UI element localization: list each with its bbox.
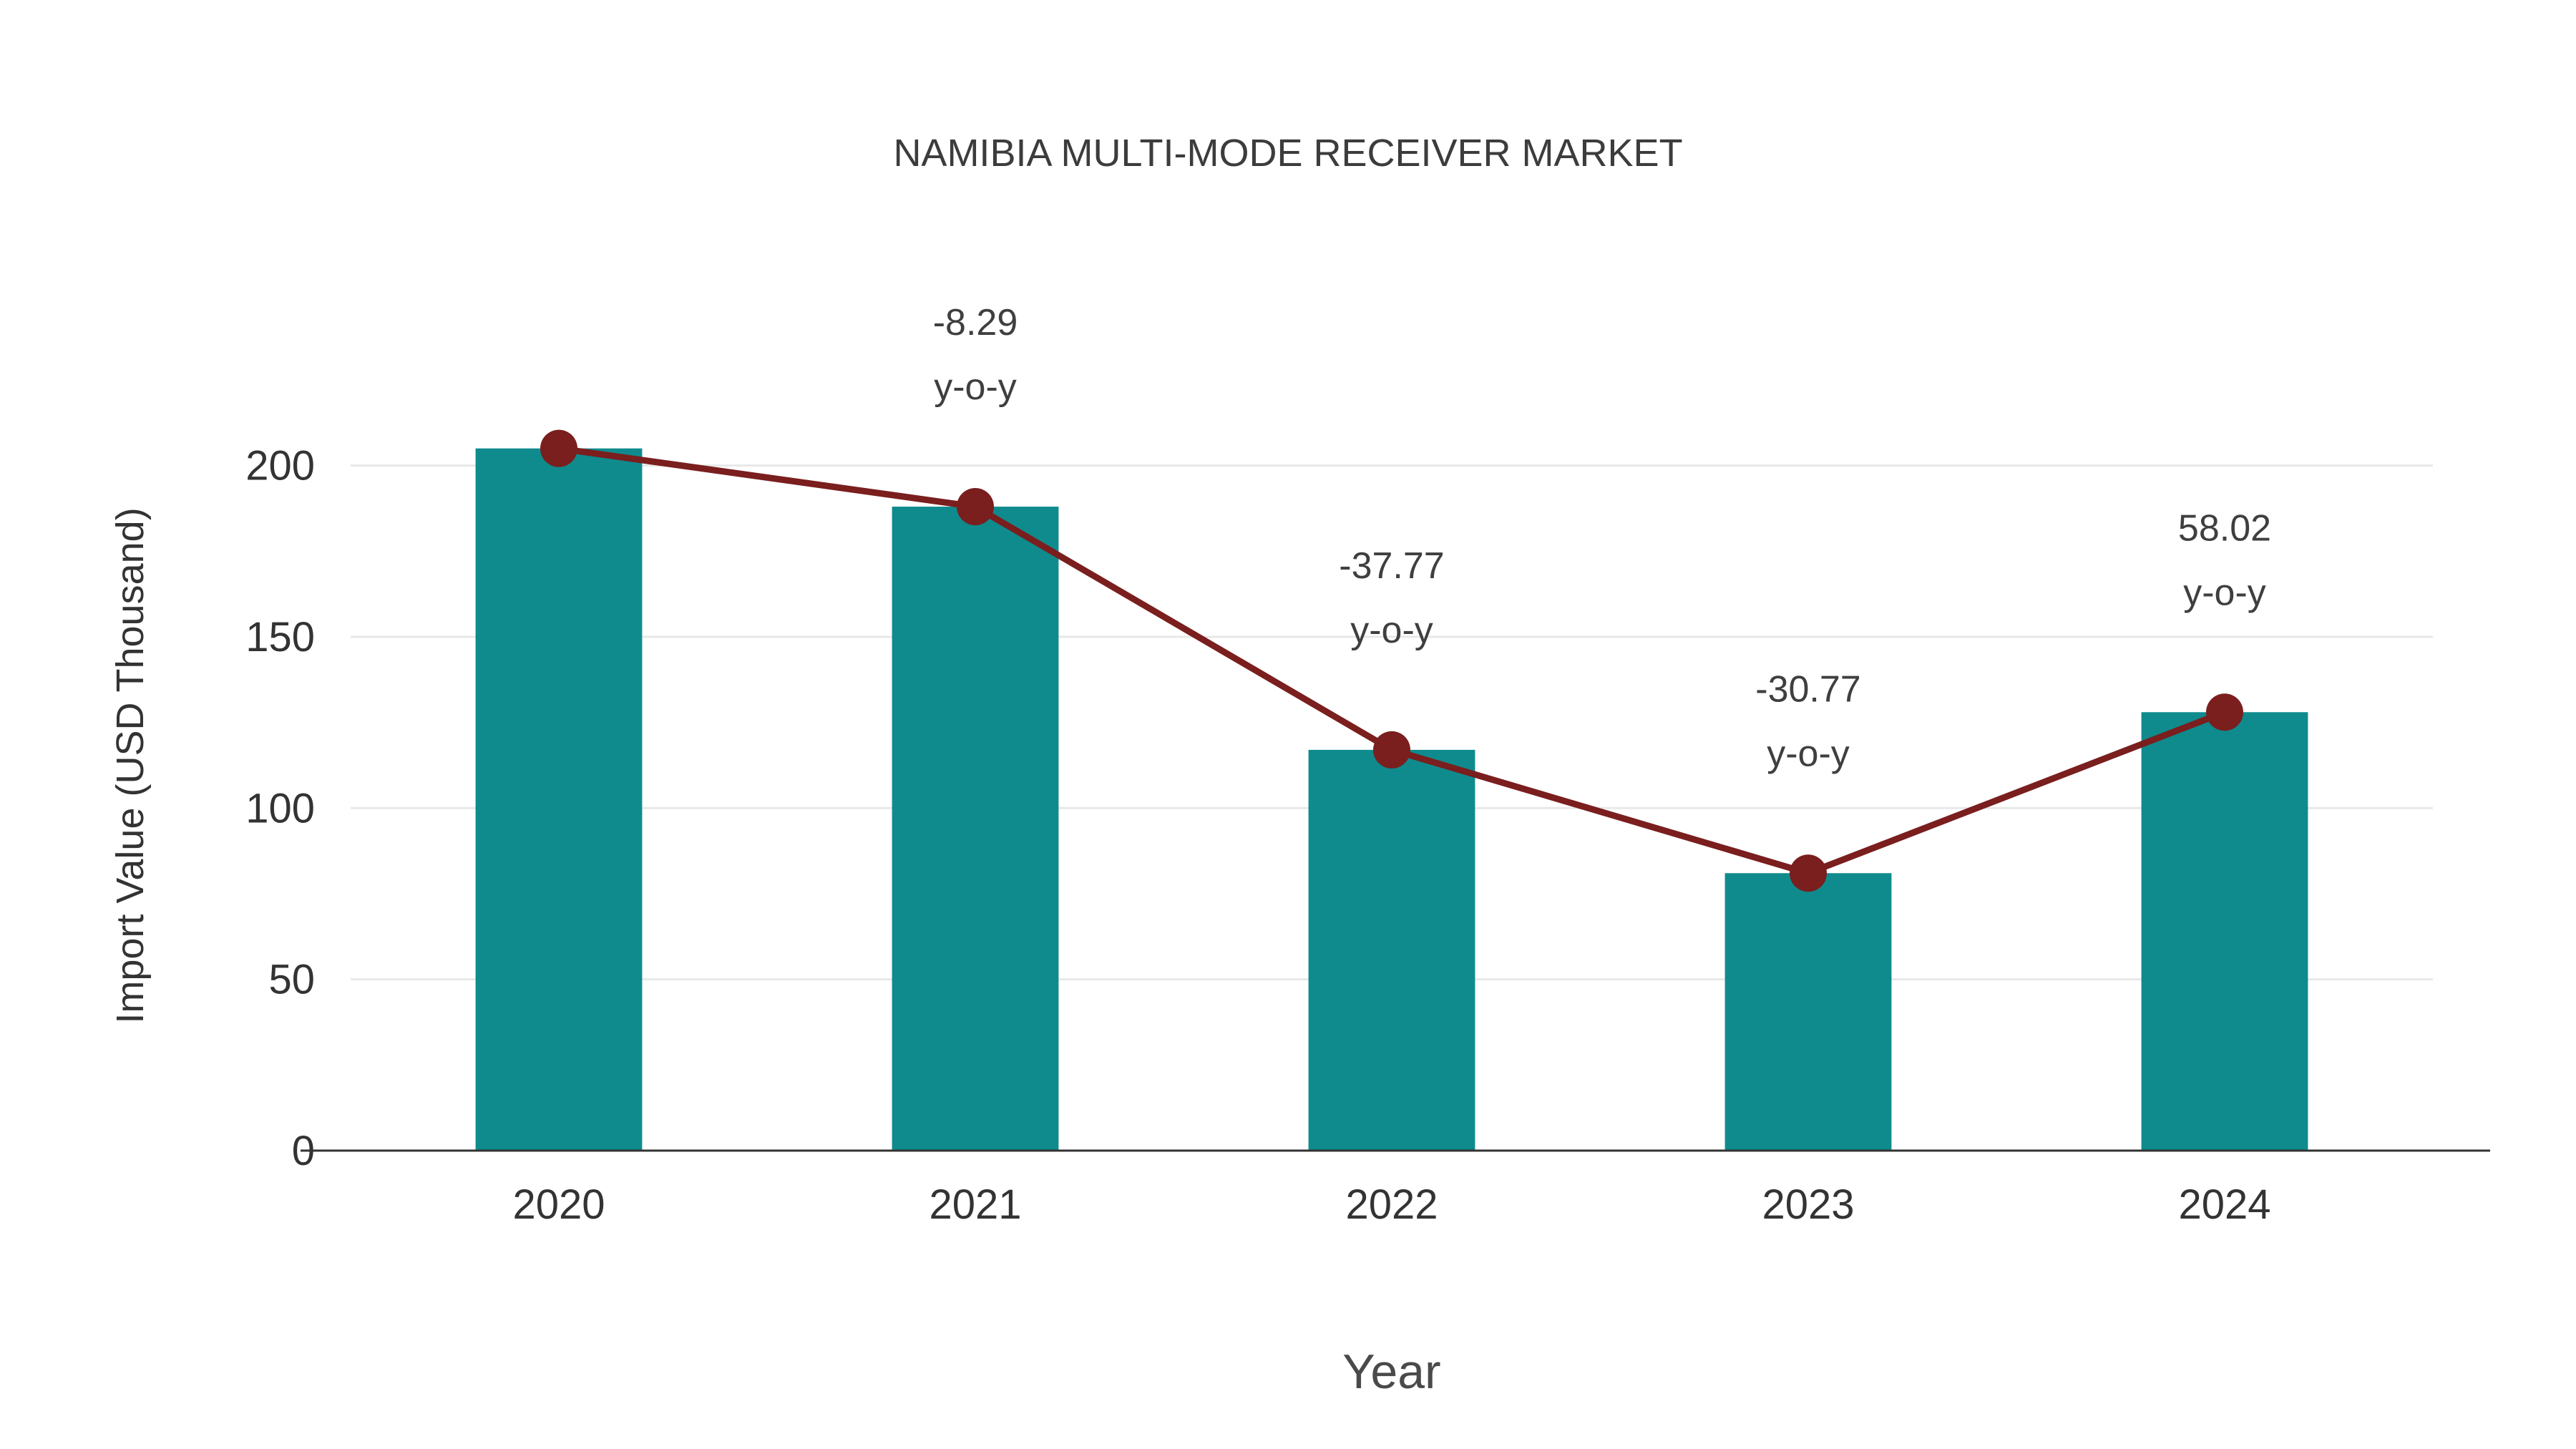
annotation-yoy-2022: y-o-y (1350, 610, 1433, 651)
x-tick-label-2021: 2021 (929, 1181, 1021, 1228)
bar-2022 (1308, 749, 1475, 1151)
bar-2024 (2141, 712, 2308, 1151)
y-tick-label-200: 200 (245, 443, 315, 489)
bar-2023 (1724, 873, 1892, 1151)
trend-marker-2023 (1790, 854, 1827, 892)
x-tick-label-2024: 2024 (2178, 1181, 2270, 1228)
markers-group (540, 429, 2243, 892)
trend-marker-2020 (540, 429, 577, 467)
annotation-value-2024: 58.02 (2178, 507, 2271, 549)
annotation-value-2021: -8.29 (933, 302, 1018, 343)
tick-labels-group: 0 50 100 150 200 2020 2021 2022 2023 2024 (245, 443, 2270, 1228)
annotations-group: -8.29 y-o-y -37.77 y-o-y -30.77 y-o-y 58.02 y-o… (933, 302, 2271, 774)
trend-marker-2024 (2206, 693, 2243, 731)
annotation-yoy-2021: y-o-y (934, 366, 1017, 408)
x-tick-label-2020: 2020 (512, 1181, 605, 1228)
y-tick-label-100: 100 (245, 785, 315, 831)
y-tick-label-0: 0 (292, 1128, 315, 1174)
y-axis-title: Import Value (USD Thousand) (109, 507, 152, 1023)
x-tick-label-2023: 2023 (1762, 1181, 1854, 1228)
trend-marker-2021 (957, 488, 994, 526)
annotation-yoy-2024: y-o-y (2183, 572, 2266, 613)
bars-group (475, 448, 2308, 1151)
y-tick-label-50: 50 (268, 957, 315, 1003)
x-tick-label-2022: 2022 (1345, 1181, 1438, 1228)
trend-marker-2022 (1373, 731, 1410, 769)
annotation-value-2022: -37.77 (1339, 545, 1444, 587)
annotation-yoy-2023: y-o-y (1767, 733, 1850, 774)
chart-title: NAMIBIA MULTI-MODE RECEIVER MARKET (893, 132, 1682, 175)
annotation-value-2023: -30.77 (1755, 668, 1860, 710)
bar-2020 (475, 448, 643, 1151)
bar-2021 (892, 507, 1059, 1151)
y-tick-label-150: 150 (245, 614, 315, 660)
x-axis-title: Year (1342, 1345, 1440, 1399)
